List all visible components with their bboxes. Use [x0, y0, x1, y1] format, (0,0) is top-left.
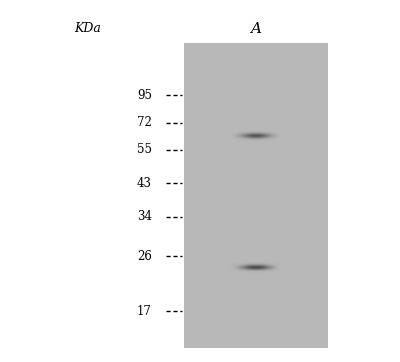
Text: 95: 95: [137, 89, 152, 102]
Text: 17: 17: [137, 304, 152, 317]
Bar: [184, 43, 328, 348]
Text: 72: 72: [137, 116, 152, 129]
Text: 34: 34: [137, 210, 152, 223]
Text: 55: 55: [137, 143, 152, 156]
Text: 43: 43: [137, 177, 152, 190]
Text: A: A: [250, 22, 262, 36]
Text: 26: 26: [137, 250, 152, 263]
Text: KDa: KDa: [74, 22, 102, 35]
